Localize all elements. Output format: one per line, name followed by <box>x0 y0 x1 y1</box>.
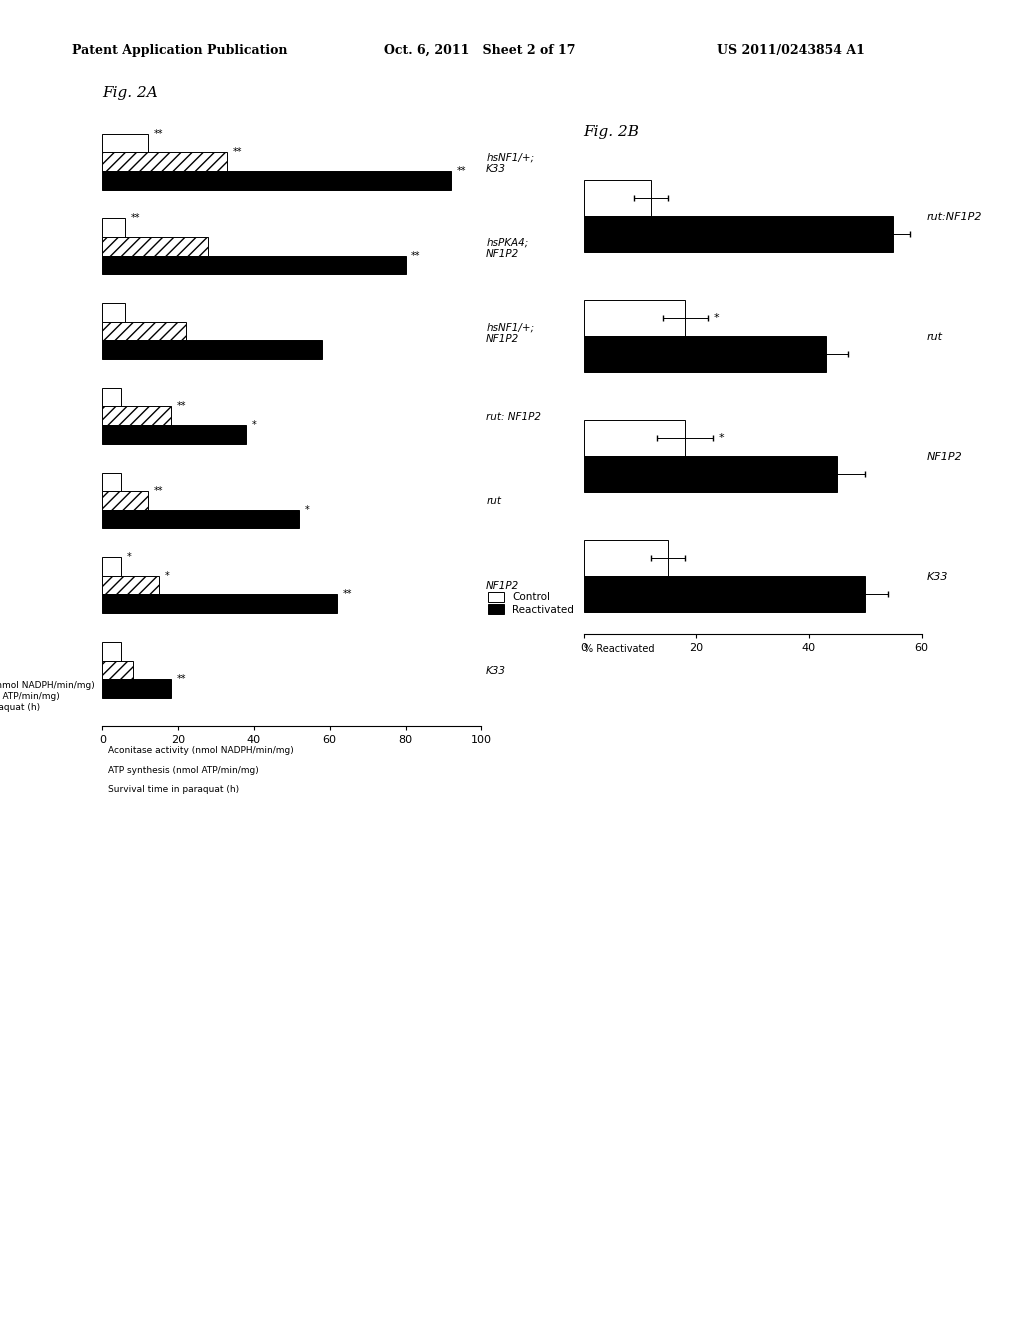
Bar <box>102 425 247 444</box>
Text: *: * <box>305 504 310 515</box>
Bar <box>102 341 323 359</box>
Text: **: ** <box>457 166 466 176</box>
Bar <box>102 510 299 528</box>
Text: **: ** <box>154 129 163 139</box>
Bar <box>584 337 825 372</box>
Bar <box>584 180 651 216</box>
Legend: Control, Reactivated: Control, Reactivated <box>484 587 579 619</box>
Bar <box>102 304 125 322</box>
Text: Patent Application Publication: Patent Application Publication <box>72 44 287 57</box>
Text: Oct. 6, 2011   Sheet 2 of 17: Oct. 6, 2011 Sheet 2 of 17 <box>384 44 575 57</box>
Text: *: * <box>252 420 257 430</box>
Bar <box>102 172 451 190</box>
Bar <box>102 133 147 152</box>
Text: % Reactivated: % Reactivated <box>584 644 654 655</box>
Bar <box>102 491 147 510</box>
Bar <box>584 540 668 576</box>
Text: Aconitase activity (nmol NADPH/min/mg): Aconitase activity (nmol NADPH/min/mg) <box>108 746 293 755</box>
Bar <box>102 388 122 407</box>
Text: US 2011/0243854 A1: US 2011/0243854 A1 <box>717 44 864 57</box>
Text: **: ** <box>176 401 185 412</box>
Bar <box>102 152 227 172</box>
Bar <box>584 420 685 455</box>
Text: **: ** <box>131 214 140 223</box>
Text: Survival time in paraquat (h): Survival time in paraquat (h) <box>108 785 239 795</box>
Bar <box>584 576 865 612</box>
Bar <box>584 216 893 252</box>
Bar <box>102 473 122 491</box>
Bar <box>584 455 837 492</box>
Text: **: ** <box>176 675 185 684</box>
Text: **: ** <box>412 251 421 261</box>
Text: Fig. 2A: Fig. 2A <box>102 86 158 100</box>
Text: *: * <box>127 552 132 562</box>
Bar <box>102 680 171 698</box>
Bar <box>102 219 125 238</box>
Bar <box>102 238 209 256</box>
Bar <box>102 594 337 612</box>
Bar <box>102 407 171 425</box>
Bar <box>102 557 122 576</box>
Text: ATP synthesis (nmol ATP/min/mg): ATP synthesis (nmol ATP/min/mg) <box>108 766 258 775</box>
Text: **: ** <box>343 590 352 599</box>
Text: *: * <box>713 313 719 323</box>
Bar <box>102 660 133 680</box>
Text: *: * <box>719 433 724 444</box>
Text: Fig. 2B: Fig. 2B <box>584 125 640 140</box>
Text: **: ** <box>233 148 243 157</box>
Bar <box>102 642 122 660</box>
Text: **: ** <box>154 486 163 496</box>
Text: *: * <box>165 570 170 581</box>
Bar <box>102 256 406 275</box>
Bar <box>102 322 185 341</box>
Bar <box>584 300 685 337</box>
Legend: Aconitase activity (nmol NADPH/min/mg), ATP synthesis (nmol ATP/min/mg), Surviva: Aconitase activity (nmol NADPH/min/mg), … <box>0 677 98 715</box>
Bar <box>102 576 160 594</box>
